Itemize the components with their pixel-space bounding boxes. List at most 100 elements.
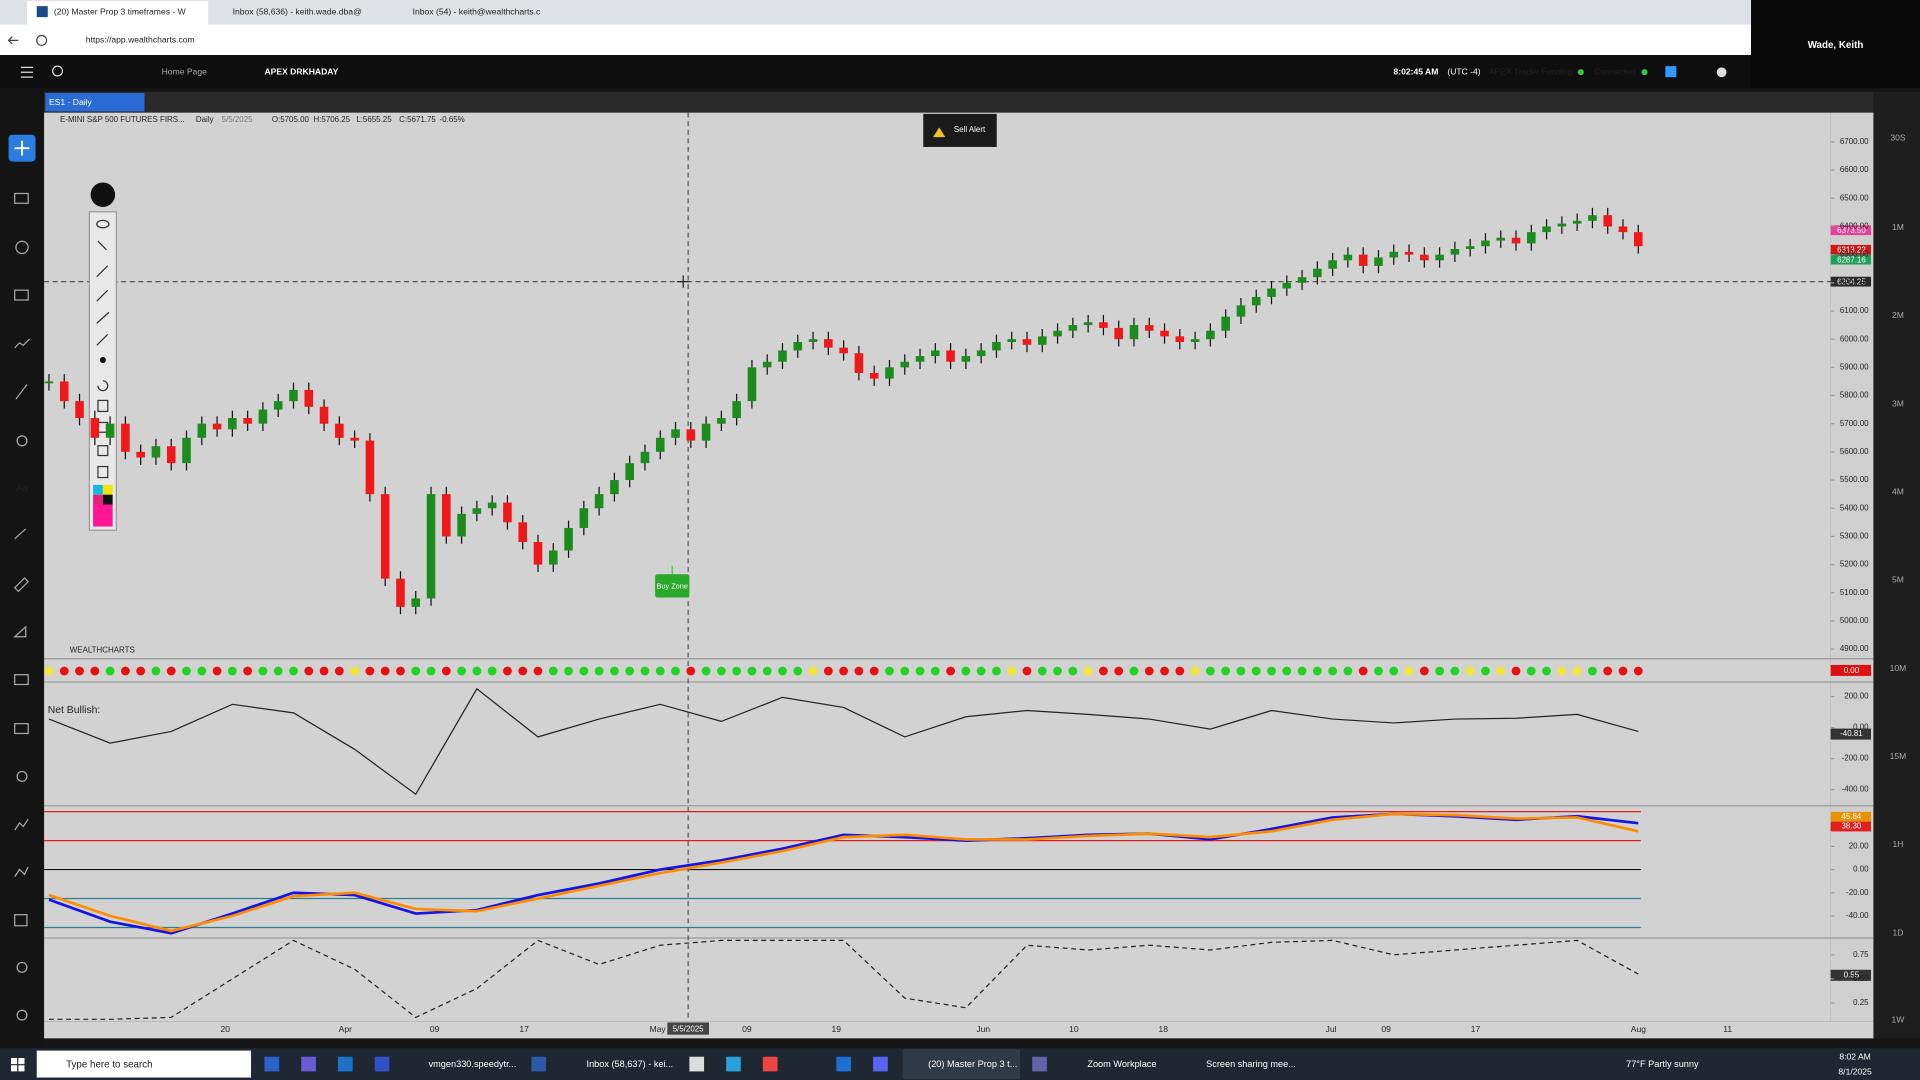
x-tick-label: 09 bbox=[1381, 1024, 1391, 1034]
signal-dot bbox=[732, 666, 742, 676]
taskbar-active bbox=[902, 1049, 1020, 1079]
candle-body bbox=[976, 350, 986, 357]
sell-alert[interactable] bbox=[923, 113, 997, 147]
x-tick-label: Jun bbox=[976, 1024, 990, 1034]
tab-active[interactable] bbox=[26, 1, 209, 25]
signal-dot bbox=[854, 666, 864, 676]
timeframe[interactable]: 1D bbox=[1892, 927, 1903, 937]
candle-body bbox=[1572, 220, 1582, 224]
timeframe[interactable]: 1W bbox=[1892, 1014, 1906, 1024]
drawing-toolbar bbox=[88, 211, 117, 531]
price-badge-text: 6287.16 bbox=[1837, 255, 1866, 264]
symbol[interactable]: ES1 · Daily bbox=[49, 97, 93, 107]
signal-dot bbox=[289, 666, 298, 676]
taskbar-app[interactable]: Screen sharing mee... bbox=[1206, 1059, 1296, 1069]
timeframe[interactable]: 2M bbox=[1892, 310, 1904, 320]
tab-title[interactable]: Inbox (58,636) - keith.wade.dba@ bbox=[233, 7, 362, 17]
instrument-name: E-MINI S&P 500 FUTURES FIRS... bbox=[60, 115, 185, 124]
tab-title[interactable]: (20) Master Prop 3 timeframes - W bbox=[54, 7, 187, 17]
candle-body bbox=[380, 494, 390, 579]
taskbar-app[interactable]: (20) Master Prop 3 t... bbox=[928, 1059, 1017, 1069]
candle-body bbox=[151, 446, 161, 458]
timeframe[interactable]: 4M bbox=[1892, 487, 1904, 497]
signal-dot bbox=[1251, 666, 1261, 676]
timeframe[interactable]: 30S bbox=[1890, 133, 1906, 143]
signal-dot bbox=[1465, 666, 1475, 676]
taskbar-app[interactable]: vmgen330.speedytr... bbox=[429, 1059, 517, 1069]
signal-dot bbox=[839, 666, 849, 676]
signal-dot bbox=[869, 666, 879, 676]
text-tool[interactable]: Aa bbox=[16, 483, 29, 494]
price-badge bbox=[1830, 244, 1872, 255]
signal-dot bbox=[1099, 666, 1108, 676]
candle-body bbox=[1099, 322, 1108, 328]
url[interactable]: https://app.wealthcharts.com bbox=[86, 35, 195, 45]
color-swatch[interactable] bbox=[102, 484, 113, 495]
system-time[interactable]: 8:02 AM bbox=[1839, 1052, 1870, 1062]
symbol-chip[interactable] bbox=[45, 93, 145, 112]
system-date[interactable]: 8/1/2025 bbox=[1838, 1066, 1872, 1076]
buy-zone bbox=[655, 574, 690, 598]
search-box[interactable] bbox=[36, 1050, 252, 1078]
signal-dot bbox=[1572, 666, 1582, 676]
weather[interactable]: 77°F Partly sunny bbox=[1626, 1059, 1699, 1069]
color-swatch[interactable] bbox=[93, 494, 103, 505]
app-tab[interactable]: APEX DRKHADAY bbox=[264, 67, 338, 77]
x-tick-label: 19 bbox=[832, 1024, 842, 1034]
cursor bbox=[677, 275, 690, 288]
candle-body bbox=[839, 347, 848, 354]
candle-body bbox=[655, 437, 665, 452]
signal-dot bbox=[1343, 666, 1353, 676]
back-button[interactable] bbox=[7, 36, 19, 45]
search-placeholder[interactable]: Type here to search bbox=[66, 1059, 152, 1070]
timeframe[interactable]: 15M bbox=[1890, 751, 1907, 761]
x-tick-label: 09 bbox=[742, 1024, 752, 1034]
timeframe[interactable]: 5M bbox=[1892, 575, 1904, 585]
save-icon[interactable] bbox=[1665, 66, 1677, 78]
sidebar-icons[interactable] bbox=[13, 192, 30, 1021]
candle-body bbox=[503, 502, 512, 523]
sell-alert-label[interactable]: Sell Alert bbox=[954, 125, 986, 134]
dot-tool[interactable] bbox=[99, 356, 106, 364]
candle-body bbox=[1633, 232, 1643, 247]
candle-body bbox=[1114, 327, 1123, 340]
signal-dot bbox=[182, 666, 191, 676]
color-swatch[interactable] bbox=[93, 484, 103, 495]
start-button[interactable] bbox=[11, 1057, 25, 1072]
candle-body bbox=[1038, 336, 1047, 345]
candle-body bbox=[900, 361, 910, 368]
macd-badge bbox=[1830, 811, 1872, 822]
candle-body bbox=[885, 367, 894, 379]
menu-icon[interactable] bbox=[20, 66, 34, 78]
y-tick-label: 5500.00 bbox=[1840, 475, 1869, 484]
chart-area bbox=[44, 112, 1831, 1022]
reload-button[interactable] bbox=[36, 34, 48, 46]
signal-dot bbox=[1022, 666, 1032, 676]
app-tab[interactable]: Home Page bbox=[162, 67, 207, 77]
taskbar-icons[interactable] bbox=[264, 1056, 1047, 1072]
candle-body bbox=[273, 401, 283, 410]
timeframe[interactable]: 10M bbox=[1890, 663, 1907, 673]
timeframe[interactable]: 3M bbox=[1892, 398, 1904, 408]
settings-icon[interactable] bbox=[1716, 67, 1727, 78]
candle-body bbox=[59, 381, 69, 402]
signal-dot bbox=[1588, 666, 1597, 676]
open: O:5705.00 bbox=[272, 115, 310, 124]
candle-body bbox=[854, 353, 864, 373]
signal-dot bbox=[411, 666, 421, 676]
timeframe[interactable]: 1H bbox=[1892, 839, 1903, 849]
pin-icon[interactable] bbox=[90, 182, 116, 207]
taskbar-app[interactable]: Inbox (58,637) - kei... bbox=[587, 1059, 674, 1069]
signal-dot bbox=[1496, 666, 1506, 676]
taskbar-app[interactable]: Zoom Workplace bbox=[1087, 1059, 1156, 1069]
candle-body bbox=[1267, 288, 1276, 297]
candle-body bbox=[365, 440, 375, 495]
drawing-tools[interactable] bbox=[96, 219, 110, 479]
timeframe[interactable]: 1M bbox=[1892, 222, 1904, 232]
candle-body bbox=[472, 508, 482, 514]
color-swatch[interactable] bbox=[102, 494, 113, 505]
y-tick-label: 5200.00 bbox=[1840, 560, 1869, 569]
search-icon[interactable] bbox=[52, 65, 64, 77]
color-swatch[interactable] bbox=[93, 504, 113, 527]
tab-title[interactable]: Inbox (54) - keith@wealthcharts.c bbox=[413, 7, 541, 17]
